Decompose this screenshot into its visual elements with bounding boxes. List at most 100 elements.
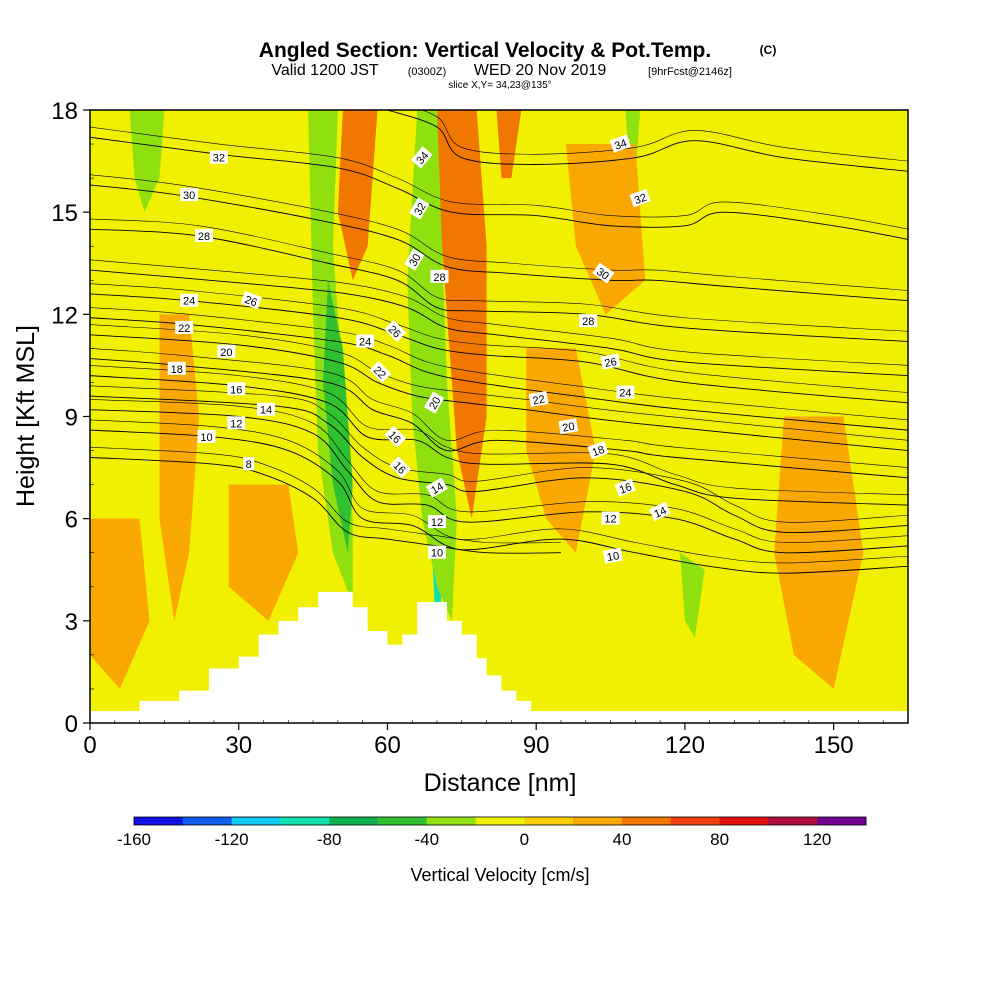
contour-label-box xyxy=(592,262,615,284)
colorbar-swatch xyxy=(378,817,428,825)
isentrope-10-minor xyxy=(90,419,908,564)
y-tick-label: 15 xyxy=(51,200,78,227)
x-tick-label: 150 xyxy=(814,732,854,759)
contour-label-box xyxy=(227,416,246,430)
contour-label: 26 xyxy=(240,291,262,310)
y-axis: 0 3 6 9 12 15 18 xyxy=(51,98,94,738)
contour-label: 14 xyxy=(649,501,671,522)
contour-label-text: 32 xyxy=(412,201,429,218)
contour-label: 12 xyxy=(601,511,620,526)
contour-label-box xyxy=(180,188,199,202)
velocity-region-downdraft-mid xyxy=(323,280,353,553)
colorbar-swatch xyxy=(768,817,818,825)
y-tick-label: 12 xyxy=(51,302,78,329)
contour-label-box xyxy=(423,391,445,414)
contour-label-box xyxy=(175,320,194,334)
colorbar-tick-label: 0 xyxy=(520,830,529,849)
isentrope-16-minor xyxy=(90,365,908,496)
contour-label-box xyxy=(528,391,549,407)
contour-label: 22 xyxy=(528,391,549,407)
contour-label-text: 10 xyxy=(200,432,212,444)
contour-label: 10 xyxy=(197,429,216,444)
contour-label: 10 xyxy=(428,545,447,560)
contour-label: 18 xyxy=(587,440,609,460)
contour-label-box xyxy=(227,382,246,396)
colorbar-tick-label: 80 xyxy=(710,830,729,849)
contour-label-text: 12 xyxy=(604,514,616,526)
contour-label: 8 xyxy=(243,457,255,471)
colorbar-tick-label: 120 xyxy=(803,830,831,849)
isentrope-24-minor xyxy=(90,283,908,393)
contour-label: 34 xyxy=(609,134,631,153)
chart-subtitle: Valid 1200 JST (0300Z) WED 20 Nov 2019 [… xyxy=(271,62,732,79)
contour-label-box xyxy=(180,293,199,307)
contour-label-text: 20 xyxy=(427,395,444,412)
contour-label: 28 xyxy=(195,229,214,243)
colorbar-swatch xyxy=(182,817,233,825)
isentrope-8 xyxy=(90,456,561,554)
contour-label-text: 30 xyxy=(183,190,195,202)
contour-label-box xyxy=(256,402,275,416)
contour-label-box xyxy=(409,197,430,220)
isentrope-20-minor xyxy=(90,324,908,441)
isentrope-30-minor xyxy=(90,174,908,291)
isentrope-14-minor xyxy=(90,385,908,523)
contour-label-text: 32 xyxy=(213,153,225,165)
velocity-region-downdraft-east-low xyxy=(679,552,705,638)
contour-label: 14 xyxy=(256,402,275,417)
contour-label: 24 xyxy=(356,334,375,349)
colorbar-swatch xyxy=(329,817,379,825)
x-tick-label: 90 xyxy=(523,732,550,759)
x-axis: 0 30 60 90 120 150 xyxy=(83,720,884,759)
contour-label-box xyxy=(616,385,635,399)
contour-label-text: 28 xyxy=(198,231,210,243)
isentrope-18-minor xyxy=(90,348,908,468)
x-axis-label: Distance [nm] xyxy=(424,769,577,797)
colorbar: -160 -120 -80 -40 0 40 80 120 xyxy=(117,816,867,849)
contour-label-text: 14 xyxy=(429,481,446,498)
y-tick-label: 3 xyxy=(65,609,78,636)
colorbar-tick-label: -160 xyxy=(117,830,151,849)
contour-label-box xyxy=(389,456,412,479)
isentrope-12-minor xyxy=(90,399,908,543)
contour-label-box xyxy=(609,134,631,153)
contour-label-box xyxy=(197,429,216,443)
x-tick-label: 0 xyxy=(83,732,96,759)
x-tick-label: 60 xyxy=(374,732,401,759)
isentrope-34 xyxy=(387,110,908,172)
contour-label-text: 28 xyxy=(582,316,594,328)
contour-label: 20 xyxy=(558,418,579,435)
contour-label-box xyxy=(369,360,392,383)
contour-label-box xyxy=(430,269,449,283)
x-tick-label: 120 xyxy=(665,732,705,759)
contour-label: 28 xyxy=(430,269,449,284)
y-tick-label: 9 xyxy=(65,405,78,432)
contour-label-text: 10 xyxy=(431,548,443,560)
contour-label: 18 xyxy=(167,361,186,376)
contour-label-box xyxy=(579,314,598,328)
terrain-mask xyxy=(90,591,908,723)
contour-label: 10 xyxy=(602,547,623,564)
contour-label-box xyxy=(602,547,623,564)
velocity-region-weak-up-3 xyxy=(565,144,646,315)
isentrope-22 xyxy=(90,317,908,431)
colorbar-swatch xyxy=(719,817,769,825)
velocity-region-weak-up-6 xyxy=(228,484,299,621)
isentrope-10 xyxy=(90,429,908,574)
isentrope-26-minor xyxy=(90,259,908,366)
contour-label-box xyxy=(428,515,447,529)
chart-title-suffix: (C) xyxy=(760,43,777,57)
contour-label-box xyxy=(384,425,407,448)
colorbar-swatch xyxy=(670,817,721,825)
contour-label-box xyxy=(243,457,255,471)
contour-label-text: 16 xyxy=(618,481,634,496)
contour-label: 30 xyxy=(592,262,615,284)
velocity-region-updraft-north xyxy=(496,110,522,179)
contour-label-text: 12 xyxy=(431,517,443,529)
isentrope-28 xyxy=(90,228,908,343)
contour-label: 16 xyxy=(614,478,636,497)
isentrope-26 xyxy=(90,269,908,377)
colorbar-tick-label: 40 xyxy=(613,830,632,849)
contour-label: 26 xyxy=(600,353,621,370)
